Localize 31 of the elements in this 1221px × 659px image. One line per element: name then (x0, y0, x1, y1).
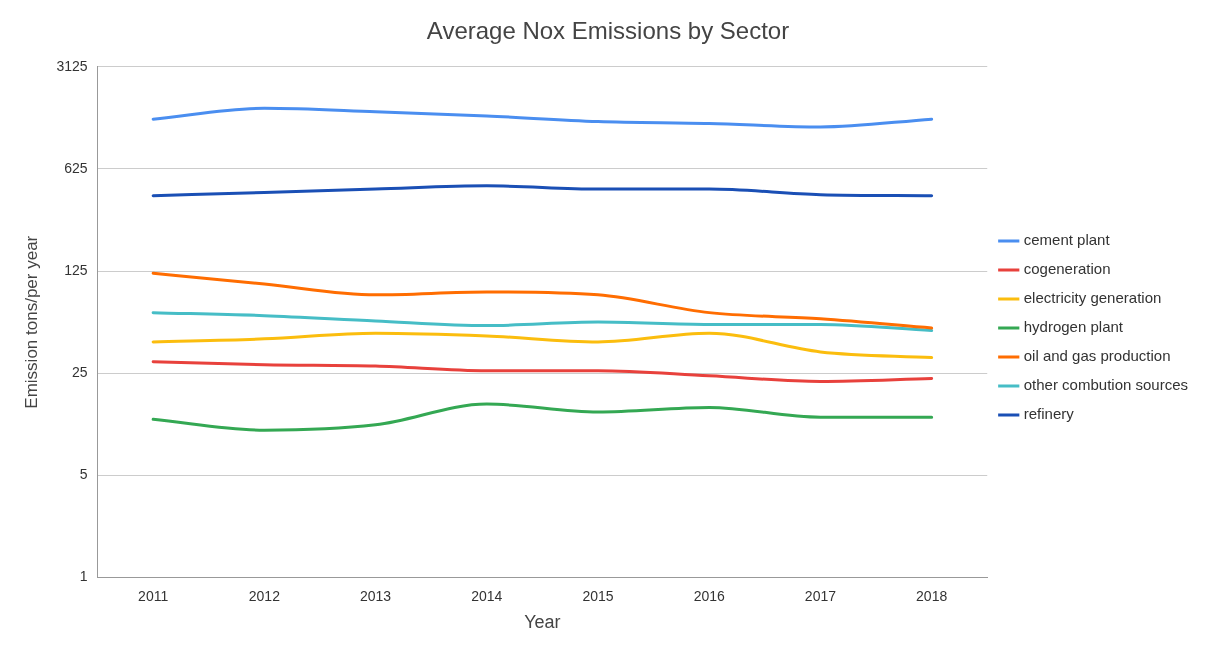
x-tick-label: 2018 (916, 587, 948, 604)
legend-label: cogeneration (1023, 260, 1111, 278)
x-tick-label: 2014 (471, 587, 503, 604)
y-axis-title: Emission tons/per year (21, 235, 41, 409)
x-axis-title: Year (524, 612, 561, 633)
legend-label: other combution sources (1023, 376, 1189, 394)
x-tick-label: 2017 (804, 587, 837, 604)
line-series (151, 331, 934, 360)
legend-label: cement plant (1023, 231, 1111, 249)
line-series (151, 184, 934, 198)
legend-label: oil and gas production (1023, 347, 1171, 365)
y-tick-label: 3125 (56, 57, 88, 74)
line-series (151, 311, 934, 333)
x-tick-label: 2012 (248, 587, 281, 604)
x-tick-label: 2013 (360, 587, 392, 604)
y-tick-label: 625 (64, 159, 88, 176)
chart-title: Average Nox Emissions by Sector (426, 17, 790, 45)
x-tick-label: 2011 (138, 587, 169, 604)
line-series (151, 271, 934, 330)
y-tick-label: 125 (64, 261, 88, 278)
line-series (151, 360, 934, 383)
y-tick-label: 5 (79, 466, 88, 483)
y-tick-label: 1 (79, 568, 88, 585)
legend-label: electricity generation (1023, 289, 1162, 307)
legend-label: hydrogen plant (1023, 318, 1124, 336)
y-tick-label: 25 (71, 364, 88, 381)
x-tick-label: 2015 (582, 587, 614, 604)
line-series (151, 402, 934, 432)
legend-label: refinery (1023, 405, 1075, 423)
line-series (151, 106, 934, 129)
x-tick-label: 2016 (693, 587, 725, 604)
